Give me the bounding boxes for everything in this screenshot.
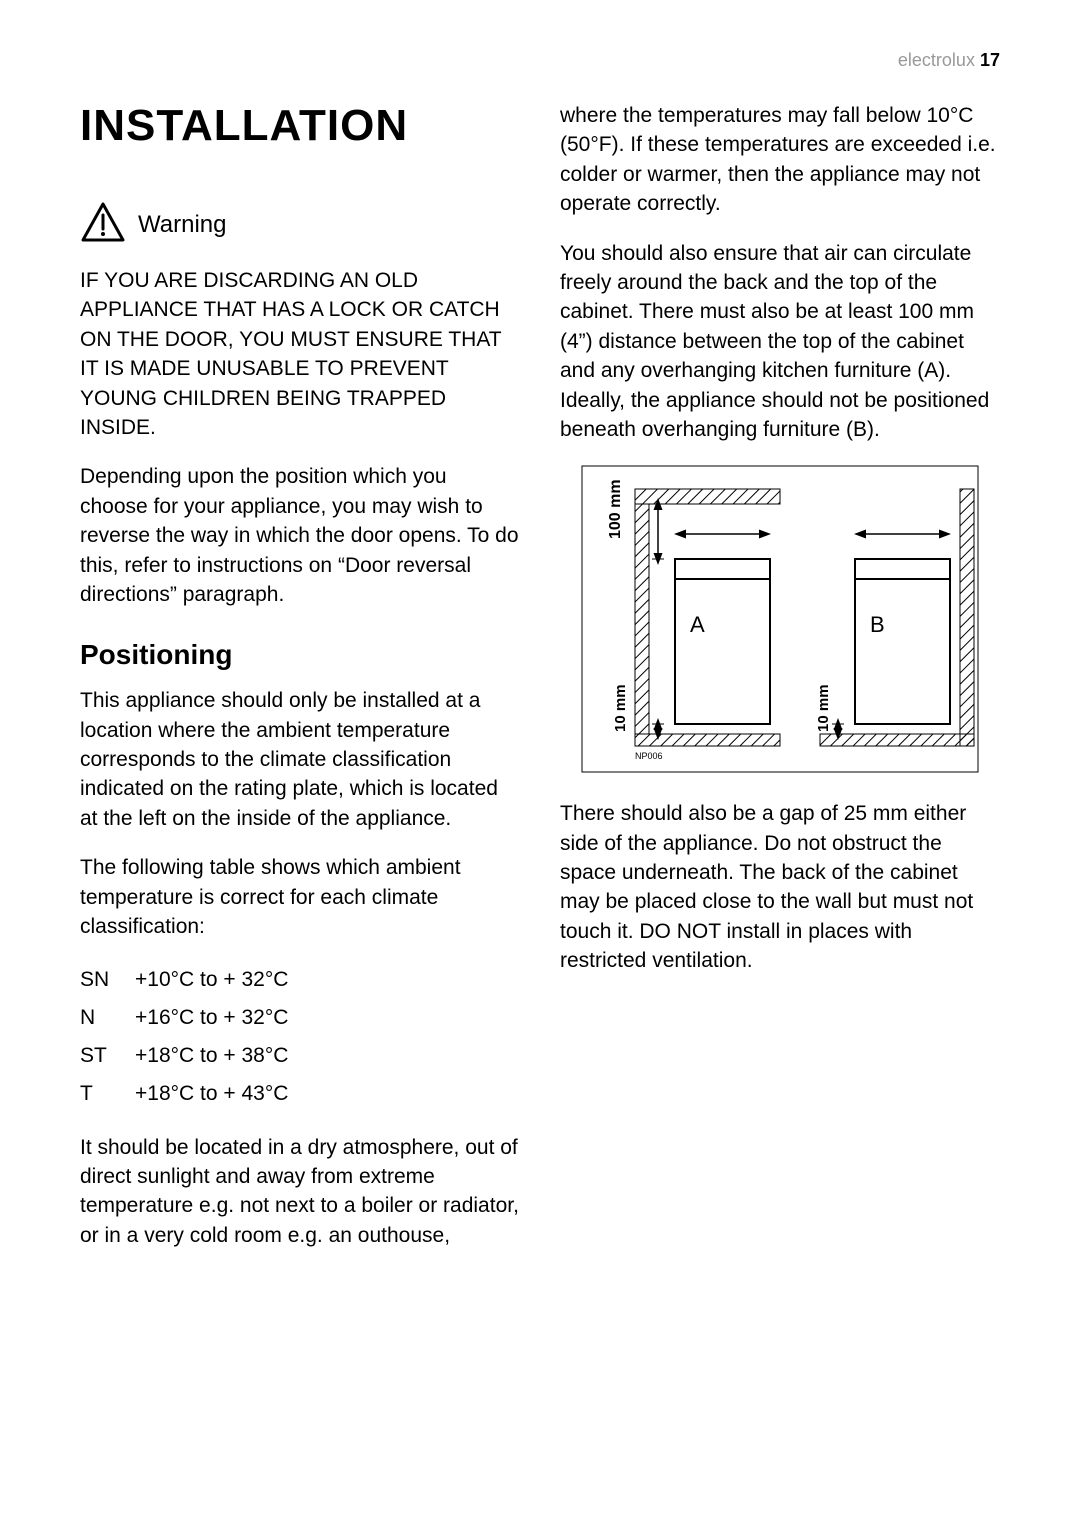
right-para-1: where the temperatures may fall below 10…	[560, 101, 1000, 219]
positioning-heading: Positioning	[80, 639, 520, 671]
clearance-diagram: A B 100 mm 10 mm	[560, 464, 1000, 774]
climate-row: T +18°C to + 43°C	[80, 1075, 520, 1113]
climate-code: SN	[80, 961, 135, 999]
diagram-code: NP006	[635, 751, 663, 761]
climate-range: +10°C to + 32°C	[135, 961, 520, 999]
content-columns: INSTALLATION Warning IF YOU ARE DISCARDI…	[80, 101, 1000, 1270]
diagram-label-b: B	[870, 612, 885, 637]
right-para-2: You should also ensure that air can circ…	[560, 239, 1000, 445]
climate-table: SN +10°C to + 32°C N +16°C to + 32°C ST …	[80, 961, 520, 1112]
climate-row: N +16°C to + 32°C	[80, 999, 520, 1037]
warning-text: IF YOU ARE DISCARDING AN OLD APPLIANCE T…	[80, 266, 520, 442]
diagram-10mm-label-a: 10 mm	[612, 685, 629, 733]
warning-label: Warning	[138, 211, 226, 239]
left-para-1: Depending upon the position which you ch…	[80, 462, 520, 609]
climate-row: ST +18°C to + 38°C	[80, 1037, 520, 1075]
climate-range: +18°C to + 43°C	[135, 1075, 520, 1113]
climate-code: N	[80, 999, 135, 1037]
page-title: INSTALLATION	[80, 101, 520, 151]
right-para-3: There should also be a gap of 25 mm eith…	[560, 799, 1000, 975]
climate-code: T	[80, 1075, 135, 1113]
climate-row: SN +10°C to + 32°C	[80, 961, 520, 999]
climate-code: ST	[80, 1037, 135, 1075]
diagram-10mm-label-b: 10 mm	[815, 685, 832, 733]
climate-range: +16°C to + 32°C	[135, 999, 520, 1037]
left-para-4: It should be located in a dry atmosphere…	[80, 1133, 520, 1251]
page-number: 17	[980, 50, 1000, 70]
diagram-100mm-label: 100 mm	[607, 480, 624, 540]
left-column: INSTALLATION Warning IF YOU ARE DISCARDI…	[80, 101, 520, 1270]
left-para-2: This appliance should only be installed …	[80, 686, 520, 833]
page-header: electrolux 17	[80, 50, 1000, 71]
warning-heading: Warning	[80, 201, 520, 248]
left-para-3: The following table shows which ambient …	[80, 853, 520, 941]
climate-range: +18°C to + 38°C	[135, 1037, 520, 1075]
warning-icon	[80, 201, 126, 248]
diagram-label-a: A	[690, 612, 705, 637]
brand-label: electrolux	[898, 50, 975, 70]
right-column: where the temperatures may fall below 10…	[560, 101, 1000, 1270]
